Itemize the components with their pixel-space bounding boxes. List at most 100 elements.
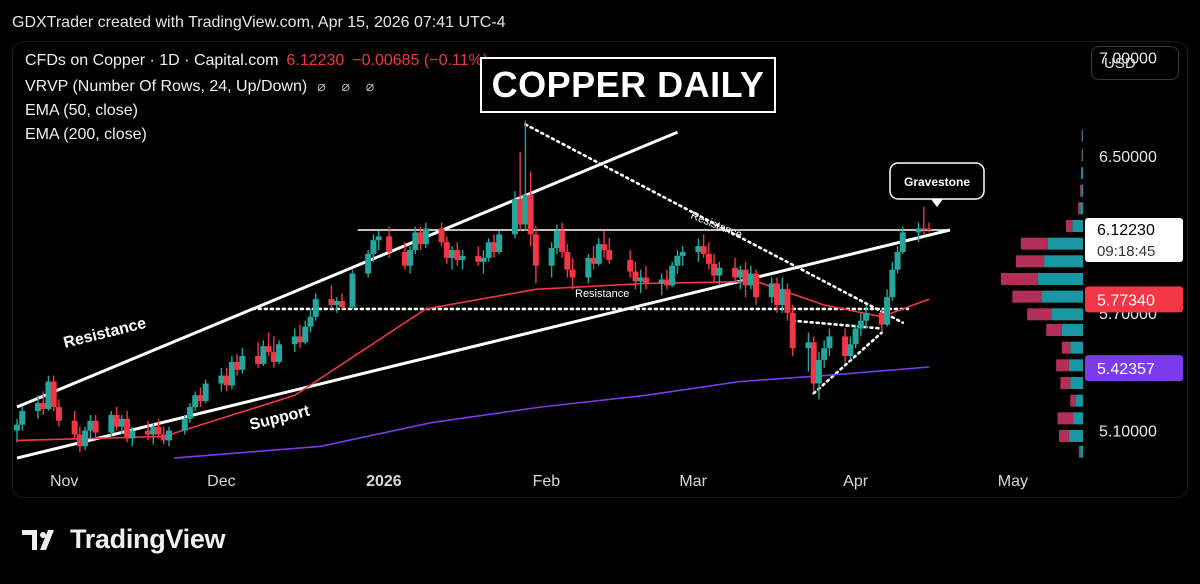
tradingview-logo[interactable]: TradingView bbox=[22, 524, 226, 555]
last-price-tag-label: 6.12230 bbox=[1097, 222, 1155, 239]
currency-button[interactable]: USD bbox=[1091, 46, 1179, 80]
candle-body bbox=[553, 230, 560, 249]
volume-profile-row-up bbox=[1051, 308, 1083, 321]
candle-body bbox=[270, 352, 277, 362]
countdown-tag-label: 09:18:45 bbox=[1097, 243, 1155, 260]
candle-body bbox=[71, 420, 78, 435]
tradingview-wordmark: TradingView bbox=[70, 524, 226, 554]
candle-body bbox=[291, 336, 298, 345]
price-chart[interactable]: ResistanceSupportResistanceResistanceGra… bbox=[13, 42, 1187, 497]
price-change: −0.00685 (−0.11%) bbox=[352, 52, 489, 69]
vrvp-label[interactable]: VRVP (Number Of Rows, 24, Up/Down) bbox=[25, 78, 308, 95]
candle-body bbox=[899, 232, 906, 252]
candle-body bbox=[632, 271, 639, 282]
x-axis-tick-label: Dec bbox=[207, 473, 235, 490]
volume-profile bbox=[1001, 129, 1083, 458]
volume-profile-row-up bbox=[1042, 290, 1083, 303]
candle-body bbox=[401, 252, 408, 266]
candle-body bbox=[480, 257, 487, 262]
candle-body bbox=[218, 375, 225, 384]
candle-body bbox=[265, 346, 272, 353]
resistance-horizontal-label: Resistance bbox=[575, 288, 629, 300]
candle-body bbox=[747, 273, 754, 286]
legend-vrvp-row[interactable]: VRVP (Number Of Rows, 24, Up/Down) ⌀ ⌀ ⌀ bbox=[25, 78, 380, 96]
candle-body bbox=[365, 253, 372, 274]
candle-body bbox=[496, 234, 503, 252]
chart-attribution: GDXTrader created with TradingView.com, … bbox=[12, 14, 506, 31]
candle-body bbox=[753, 273, 760, 298]
candle-body bbox=[732, 267, 739, 278]
candle-body bbox=[338, 301, 345, 307]
volume-profile-row-down bbox=[1027, 308, 1052, 321]
candle-body bbox=[522, 195, 529, 225]
candle-body bbox=[386, 236, 393, 252]
candle-body bbox=[166, 430, 172, 441]
y-axis-tick-label: 7.00000 bbox=[1099, 51, 1157, 68]
candle-body bbox=[145, 430, 152, 435]
candle-body bbox=[108, 414, 115, 433]
symbol-label[interactable]: CFDs on Copper · 1D · Capital.com bbox=[25, 52, 279, 69]
candle-body bbox=[564, 252, 571, 270]
candle-body bbox=[129, 430, 136, 439]
candle-body bbox=[228, 361, 235, 386]
candle-body bbox=[669, 265, 676, 286]
trend-lines bbox=[16, 123, 951, 460]
x-axis-tick-label: May bbox=[998, 473, 1028, 490]
volume-profile-row-down bbox=[1061, 341, 1071, 354]
legend-ema200-row[interactable]: EMA (200, close) bbox=[25, 126, 147, 143]
candle-body bbox=[186, 407, 193, 419]
candle-body bbox=[302, 326, 309, 343]
candle-body bbox=[606, 250, 613, 260]
candle-body bbox=[45, 381, 52, 410]
candle-body bbox=[412, 232, 419, 251]
candle-body bbox=[333, 301, 340, 305]
candle-body bbox=[490, 242, 497, 252]
candle-body bbox=[50, 381, 57, 408]
candle-body bbox=[181, 418, 188, 431]
x-axis-tick-label: Nov bbox=[50, 473, 78, 490]
candle-body bbox=[700, 246, 707, 254]
candle-body bbox=[559, 230, 566, 252]
candle-body bbox=[40, 403, 47, 410]
candle-body bbox=[527, 195, 534, 235]
candles bbox=[14, 120, 932, 453]
candle-body bbox=[197, 395, 204, 402]
candle-body bbox=[19, 410, 26, 425]
chart-title-box: COPPER DAILY bbox=[480, 57, 776, 113]
candle-body bbox=[517, 199, 524, 225]
chart-panel[interactable]: Resistance Support Resistance Resistance Gra… bbox=[13, 42, 1187, 497]
resistance-channel-label: Resistance bbox=[62, 315, 148, 352]
volume-profile-row-up bbox=[1037, 272, 1083, 285]
x-axis-tick-label: Apr bbox=[843, 473, 869, 490]
candle-body bbox=[826, 336, 833, 349]
legend-ema50-row[interactable]: EMA (50, close) bbox=[25, 102, 138, 119]
candle-body bbox=[784, 289, 791, 313]
candle-body bbox=[595, 244, 602, 264]
volume-profile-row-down bbox=[1012, 290, 1042, 303]
candle-body bbox=[847, 344, 854, 357]
vrvp-eye-icons[interactable]: ⌀ ⌀ ⌀ bbox=[317, 78, 381, 94]
candle-body bbox=[627, 259, 634, 272]
volume-profile-row-up bbox=[1070, 376, 1083, 389]
volume-profile-row-down bbox=[1066, 219, 1073, 232]
candle-body bbox=[234, 361, 241, 370]
volume-profile-row-up bbox=[1081, 184, 1083, 197]
candle-body bbox=[601, 244, 608, 251]
volume-profile-row-down bbox=[1081, 129, 1083, 142]
candle-body bbox=[192, 395, 199, 408]
candle-body bbox=[774, 283, 780, 305]
candle-body bbox=[223, 375, 230, 386]
candle-body bbox=[884, 297, 891, 325]
volume-profile-row-down bbox=[1080, 166, 1082, 179]
x-axis-tick-label: Mar bbox=[679, 473, 707, 490]
axes: Nov Dec 2026 Feb Mar Apr May7.000006.500005.70… bbox=[50, 51, 1183, 490]
candle-body bbox=[705, 253, 712, 264]
candle-body bbox=[328, 299, 335, 305]
candle-body bbox=[150, 426, 157, 435]
candle-body bbox=[674, 255, 681, 266]
candle-body bbox=[711, 263, 718, 276]
y-axis-tick-label: 5.10000 bbox=[1099, 424, 1157, 441]
candle-body bbox=[438, 228, 445, 243]
ema-lines bbox=[16, 280, 930, 459]
y-axis-tick-label: 6.50000 bbox=[1099, 149, 1157, 166]
